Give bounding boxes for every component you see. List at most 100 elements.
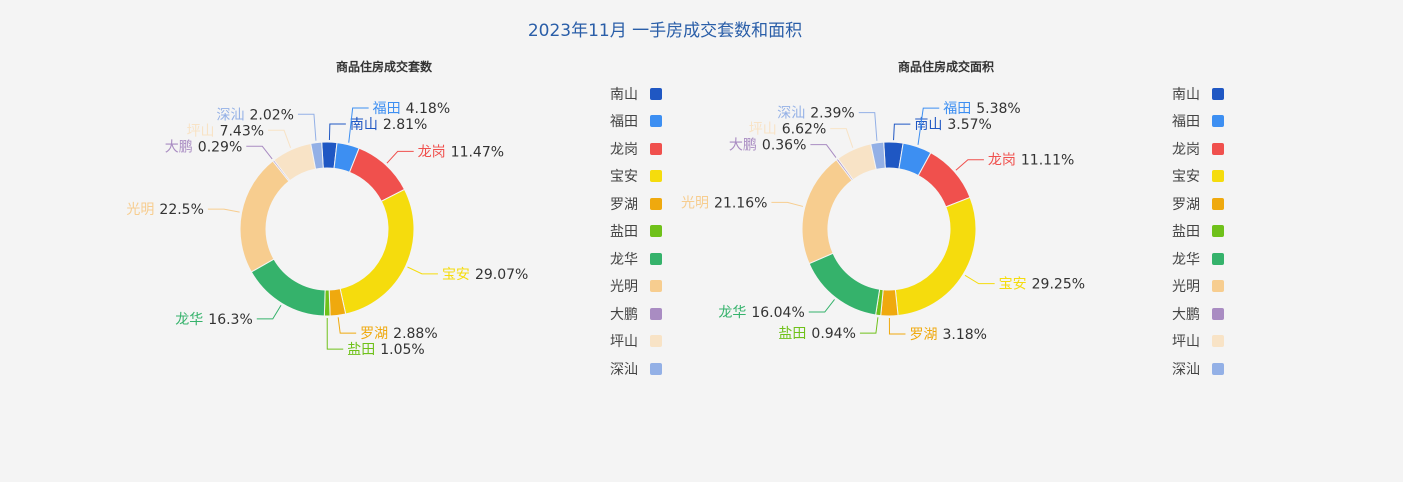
slice-label-value: 29.25% bbox=[1032, 277, 1085, 293]
legend-item-龙华[interactable]: 龙华 bbox=[610, 245, 662, 273]
legend-item-龙岗[interactable]: 龙岗 bbox=[610, 135, 662, 163]
slice-label: 宝安 29.07% bbox=[442, 267, 528, 283]
legend-swatch bbox=[650, 252, 662, 265]
legend-item-福田[interactable]: 福田 bbox=[610, 108, 662, 136]
slice-label-category: 福田 bbox=[373, 101, 401, 117]
legend-label: 盐田 bbox=[1172, 224, 1200, 241]
legend-swatch bbox=[1212, 115, 1224, 128]
legend-item-坪山[interactable]: 坪山 bbox=[610, 328, 662, 356]
slice-label-category: 深汕 bbox=[216, 107, 244, 123]
legend-label: 光明 bbox=[1172, 279, 1200, 296]
legend-swatch bbox=[650, 307, 662, 320]
legend-swatch bbox=[650, 280, 662, 293]
leader-line bbox=[830, 128, 854, 148]
slice-label: 福田 5.38% bbox=[943, 101, 1020, 117]
slice-深汕[interactable] bbox=[870, 141, 886, 170]
legend-item-龙岗[interactable]: 龙岗 bbox=[1172, 135, 1224, 163]
slice-label-category: 光明 bbox=[681, 195, 709, 211]
slice-深汕[interactable] bbox=[310, 141, 324, 170]
slice-宝安[interactable] bbox=[339, 188, 415, 315]
slice-label: 龙岗 11.11% bbox=[988, 153, 1074, 169]
leader-line bbox=[808, 299, 835, 313]
leader-line bbox=[268, 129, 292, 148]
legend-swatch bbox=[650, 225, 662, 238]
slice-label-category: 宝安 bbox=[442, 267, 470, 283]
slice-label-category: 大鹏 bbox=[729, 138, 757, 154]
legend-item-光明[interactable]: 光明 bbox=[610, 273, 662, 301]
legend-item-南山[interactable]: 南山 bbox=[610, 80, 662, 108]
legend: 南山福田龙岗宝安罗湖 盐田 龙华光明大鹏坪山 深汕 bbox=[610, 80, 662, 383]
slice-label-value: 11.47% bbox=[451, 144, 504, 160]
slice-label-value: 1.05% bbox=[380, 342, 424, 358]
slice-label: 深汕 2.02% bbox=[216, 107, 293, 123]
legend-item-光明[interactable]: 光明 bbox=[1172, 273, 1224, 301]
legend-item-南山[interactable]: 南山 bbox=[1172, 80, 1224, 108]
page-title: 2023年11月 一手房成交套数和面积 bbox=[527, 21, 803, 41]
slice-龙华[interactable] bbox=[250, 258, 326, 317]
slice-label: 福田 4.18% bbox=[373, 101, 450, 117]
legend-item-盐田[interactable]: 盐田 bbox=[610, 218, 662, 246]
slice-label-value: 11.11% bbox=[1021, 153, 1074, 169]
leader-line bbox=[326, 317, 344, 350]
legend-item-坪山[interactable]: 坪山 bbox=[1172, 328, 1224, 356]
slice-宝安[interactable] bbox=[894, 196, 977, 317]
slice-label: 宝安 29.25% bbox=[999, 277, 1085, 293]
legend-item-罗湖[interactable]: 罗湖 bbox=[610, 190, 662, 218]
slice-label-value: 16.04% bbox=[751, 305, 804, 321]
slice-label: 坪山 7.43% bbox=[187, 123, 264, 139]
legend-item-宝安[interactable]: 宝安 bbox=[1172, 163, 1224, 191]
slice-label-value: 3.57% bbox=[947, 117, 991, 133]
legend-label: 福田 bbox=[610, 114, 638, 131]
legend-swatch bbox=[1212, 142, 1224, 155]
legend-swatch bbox=[650, 197, 662, 210]
legend-item-深汕[interactable]: 深汕 bbox=[1172, 355, 1224, 383]
legend-swatch bbox=[1212, 280, 1224, 293]
legend-item-龙华[interactable]: 龙华 bbox=[1172, 245, 1224, 273]
slice-label: 坪山 6.62% bbox=[749, 122, 826, 138]
leader-line bbox=[888, 317, 906, 335]
legend-label: 光明 bbox=[610, 279, 638, 296]
legend-label: 南山 bbox=[610, 86, 638, 103]
legend-item-福田[interactable]: 福田 bbox=[1172, 108, 1224, 136]
slice-龙华[interactable] bbox=[808, 252, 881, 316]
leader-line bbox=[917, 107, 940, 145]
slice-光明[interactable] bbox=[239, 160, 290, 273]
slice-label: 光明 22.5% bbox=[126, 202, 203, 218]
slice-label-value: 0.94% bbox=[811, 326, 855, 342]
legend-item-罗湖[interactable]: 罗湖 bbox=[1172, 190, 1224, 218]
leader-line bbox=[256, 304, 282, 320]
slice-光明[interactable] bbox=[801, 159, 853, 265]
legend-label: 龙岗 bbox=[1172, 141, 1200, 158]
slice-label-category: 坪山 bbox=[187, 123, 215, 139]
slice-label-category: 坪山 bbox=[749, 122, 777, 138]
legend-swatch bbox=[1212, 252, 1224, 265]
donut-chart: 南山 2.81%福田 4.18% 龙岗 11.47% 宝安 29.07% 罗湖 2.88% 盐田 1… bbox=[126, 101, 528, 358]
legend-item-大鹏[interactable]: 大鹏 bbox=[610, 300, 662, 328]
slice-label-category: 光明 bbox=[126, 202, 154, 218]
slice-label-value: 22.5% bbox=[159, 202, 203, 218]
legend-swatch bbox=[1212, 225, 1224, 238]
slice-label-category: 罗湖 bbox=[909, 327, 937, 343]
legend-item-大鹏[interactable]: 大鹏 bbox=[1172, 300, 1224, 328]
legend-label: 宝安 bbox=[610, 169, 638, 186]
legend-label: 大鹏 bbox=[610, 306, 638, 323]
leader-line bbox=[810, 144, 837, 158]
legend-item-盐田[interactable]: 盐田 bbox=[1172, 218, 1224, 246]
slice-label-category: 龙华 bbox=[175, 312, 203, 328]
slice-龙岗[interactable] bbox=[917, 152, 971, 208]
legend-item-深汕[interactable]: 深汕 bbox=[610, 355, 662, 383]
leader-line bbox=[386, 150, 414, 164]
slice-label: 罗湖 2.88% bbox=[360, 326, 437, 342]
legend-swatch bbox=[1212, 87, 1224, 100]
legend-item-宝安[interactable]: 宝安 bbox=[610, 163, 662, 191]
legend-swatch bbox=[650, 362, 662, 375]
slice-label-category: 龙岗 bbox=[988, 153, 1016, 169]
leader-line bbox=[859, 317, 879, 334]
slice-label: 罗湖 3.18% bbox=[909, 327, 986, 343]
slice-label-value: 3.18% bbox=[942, 327, 986, 343]
legend-label: 大鹏 bbox=[1172, 306, 1200, 323]
slice-label-value: 5.38% bbox=[976, 101, 1020, 117]
legend-label: 坪山 bbox=[1172, 334, 1200, 351]
chart-title: 商品住房成交套数 bbox=[335, 60, 432, 74]
legend-swatch bbox=[650, 335, 662, 348]
